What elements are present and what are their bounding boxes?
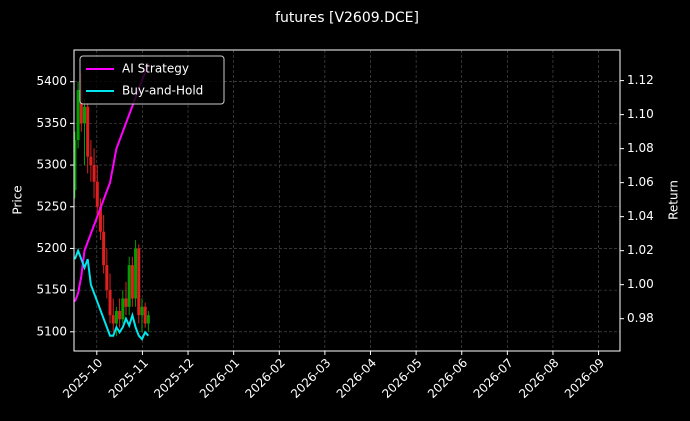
y-tick-label: 5250 [36, 199, 67, 213]
x-tick-label: 2026-01 [197, 356, 242, 401]
candle-body [137, 248, 141, 316]
series-line [74, 247, 150, 341]
y-tick-label: 5200 [36, 241, 67, 255]
y2-tick-label: 1.02 [627, 243, 654, 257]
x-tick-label: 2026-04 [334, 356, 379, 401]
y2-tick-label: 1.10 [627, 107, 654, 121]
candle-body [98, 206, 102, 232]
legend-box [79, 55, 225, 105]
x-tick-label: 2026-07 [471, 356, 516, 401]
candle-body [74, 140, 77, 191]
candle-body [127, 265, 131, 307]
x-tick-label: 2026-09 [562, 356, 607, 401]
candle-body [143, 306, 147, 324]
y-tick-label: 5300 [36, 158, 67, 172]
candle-body [134, 248, 138, 299]
x-tick-label: 2026-08 [516, 356, 561, 401]
y-tick-label: 5150 [36, 283, 67, 297]
y-axis-label: Price [11, 185, 25, 214]
candle-body [86, 106, 90, 157]
plot-frame [73, 49, 621, 352]
candle-body [146, 315, 150, 324]
x-tick-label: 2025-10 [60, 356, 105, 401]
candle-body [102, 231, 106, 266]
candle-body [118, 310, 122, 320]
candle-body [105, 265, 109, 291]
y2-tick-label: 1.00 [627, 277, 654, 291]
y2-tick-label: 1.12 [627, 73, 654, 87]
y-tick-label: 5100 [36, 324, 67, 338]
y-tick-label: 5400 [36, 74, 67, 88]
candle-body [121, 298, 125, 320]
legend-label: AI Strategy [122, 62, 189, 76]
x-tick-label: 2026-02 [243, 356, 288, 401]
candle-body [92, 165, 96, 182]
x-tick-label: 2026-06 [425, 356, 470, 401]
y2-tick-label: 1.08 [627, 141, 654, 155]
candle-body [76, 90, 80, 141]
legend-label: Buy-and-Hold [122, 84, 203, 98]
candle-body [114, 310, 118, 324]
candle-body [124, 298, 128, 307]
candle-body [140, 306, 144, 316]
y2-axis-label: Return [667, 180, 681, 220]
candle-body [108, 290, 112, 316]
y2-tick-label: 1.06 [627, 175, 654, 189]
x-tick-label: 2025-11 [106, 356, 151, 401]
x-tick-label: 2026-03 [288, 356, 333, 401]
plot [74, 63, 150, 341]
y2-tick-label: 0.98 [627, 311, 654, 325]
candle-body [79, 90, 83, 124]
candle-body [111, 315, 115, 324]
candle-body [89, 156, 93, 166]
candle-body [130, 265, 134, 299]
candle-body [82, 106, 86, 124]
x-tick-label: 2026-05 [379, 356, 424, 401]
x-tick-label: 2025-12 [151, 356, 196, 401]
chart-title: futures [V2609.DCE] [275, 10, 419, 26]
y2-tick-label: 1.04 [627, 209, 654, 223]
candle-body [95, 181, 99, 207]
y-tick-label: 5350 [36, 116, 67, 130]
